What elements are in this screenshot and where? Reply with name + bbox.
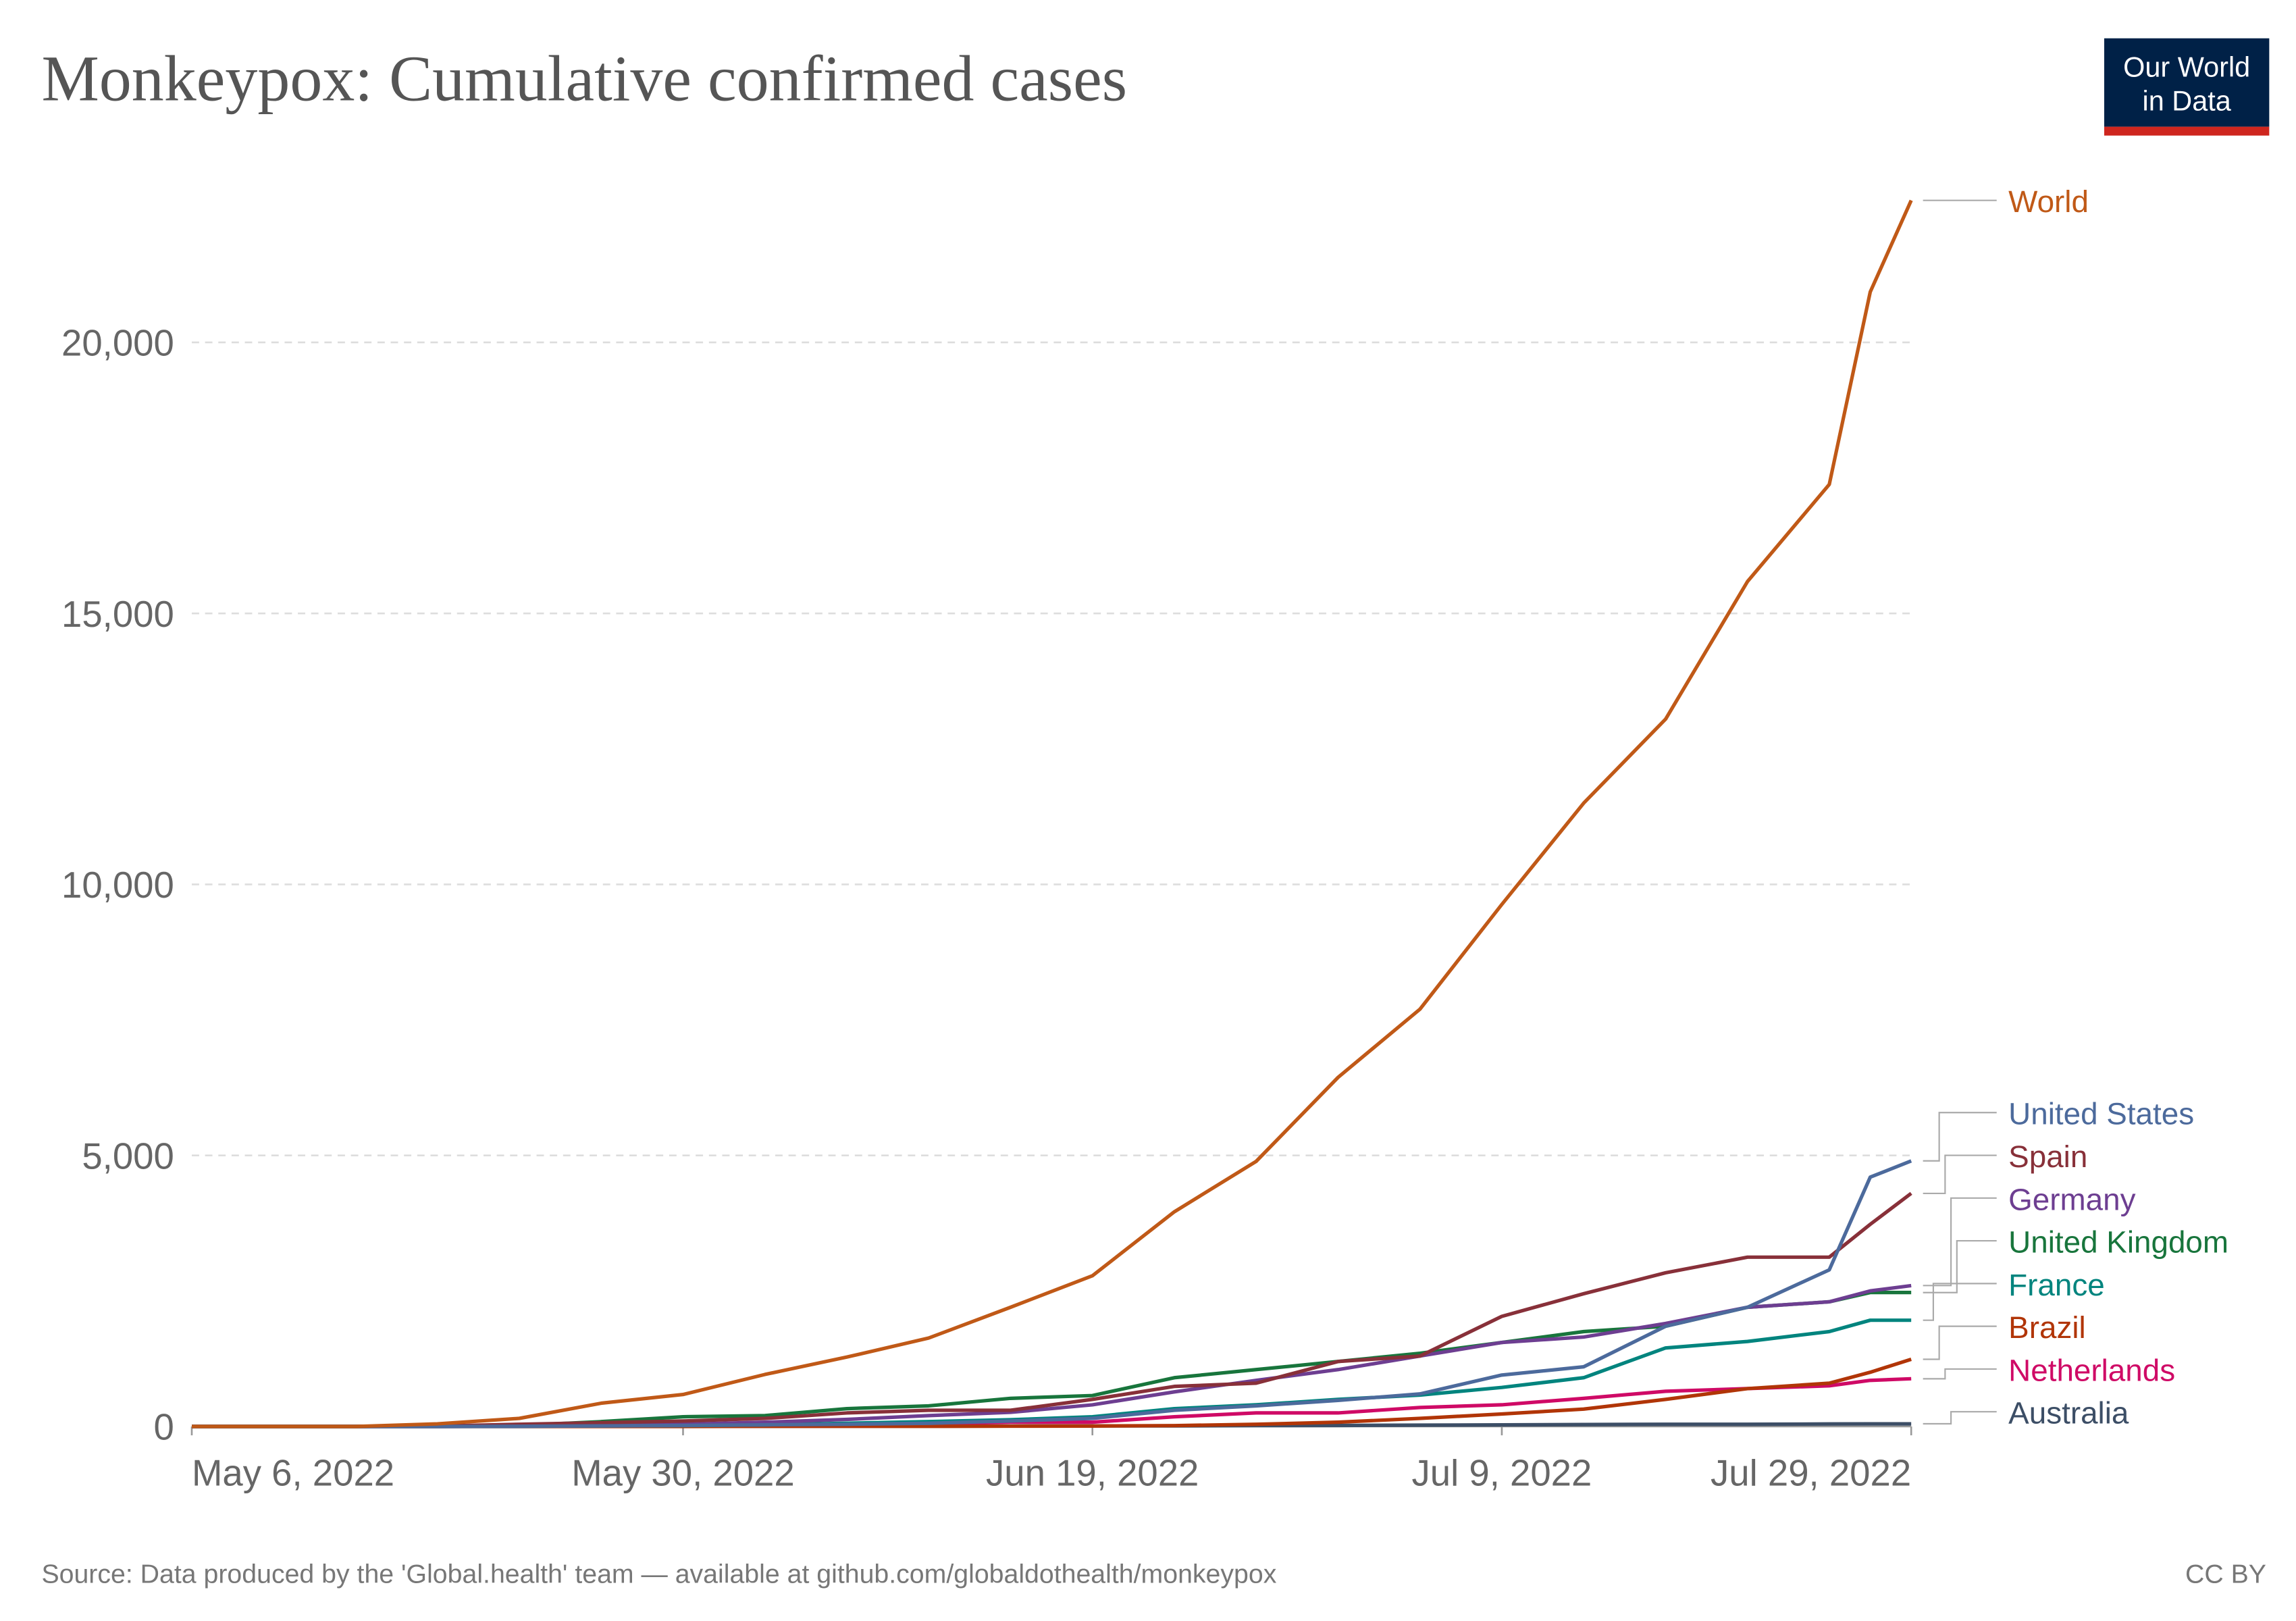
legend-connector [1923, 1112, 1997, 1162]
source-note: Source: Data produced by the 'Global.hea… [41, 1559, 1276, 1589]
legend-connector [1923, 1411, 1997, 1425]
legend-label: United Kingdom [2008, 1225, 2228, 1260]
legend-label: Germany [2008, 1182, 2135, 1216]
legend-connector [1923, 1197, 1997, 1287]
logo-text: in Data [2143, 85, 2232, 117]
y-tick-label: 0 [153, 1407, 174, 1448]
series-line [191, 1159, 1912, 1429]
logo-stripe [2104, 126, 2270, 136]
legend-label: Brazil [2008, 1310, 2086, 1345]
legend-connector [1923, 1368, 1997, 1380]
x-tick-label: Jul 29, 2022 [1711, 1452, 1911, 1493]
legend-label: France [2008, 1268, 2105, 1302]
x-tick-label: Jun 19, 2022 [986, 1452, 1199, 1493]
legend-label: Spain [2008, 1139, 2087, 1174]
y-tick-label: 20,000 [61, 323, 174, 364]
chart-title: Monkeypox: Cumulative confirmed cases [41, 42, 1127, 114]
series-line [191, 1318, 1912, 1429]
legend-connector [1923, 1325, 1997, 1360]
legend-label: Netherlands [2008, 1353, 2175, 1387]
y-tick-label: 10,000 [61, 865, 174, 906]
legend-connector [1923, 1283, 1997, 1321]
legend-label: United States [2008, 1097, 2194, 1131]
logo: Our World in Data [2104, 38, 2270, 136]
logo-box [2104, 38, 2270, 127]
x-tick-label: May 30, 2022 [571, 1452, 794, 1493]
legend-label: World [2008, 184, 2089, 219]
logo-text: Our World [2123, 51, 2250, 82]
license: CC BY [2185, 1559, 2266, 1589]
series-line [191, 199, 1913, 1429]
legend-label: Australia [2008, 1396, 2129, 1431]
x-tick-label: May 6, 2022 [192, 1452, 394, 1493]
y-tick-label: 5,000 [82, 1135, 174, 1177]
legend-connector [1923, 1239, 1997, 1293]
x-tick-label: Jul 9, 2022 [1412, 1452, 1592, 1493]
legend-connector [1923, 1154, 1997, 1195]
y-tick-label: 15,000 [61, 594, 174, 635]
